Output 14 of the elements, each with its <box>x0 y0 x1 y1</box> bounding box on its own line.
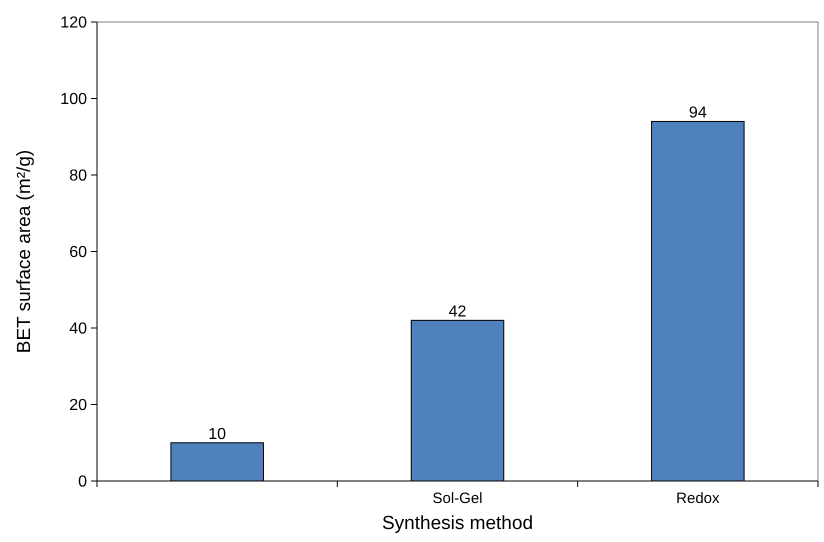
y-tick-label: 60 <box>69 244 88 262</box>
data-label: 42 <box>448 303 466 320</box>
y-axis-title: BET surface area (m²/g) <box>14 150 35 354</box>
y-tick-label: 0 <box>78 474 88 491</box>
data-label: 94 <box>688 104 707 122</box>
x-tick-label: Sol-Gel <box>432 490 483 507</box>
x-tick-label: Redox <box>676 490 720 507</box>
y-tick-label: 20 <box>69 397 88 414</box>
y-tick-label: 40 <box>69 320 88 338</box>
y-tick-label: 120 <box>60 14 88 32</box>
data-label: 10 <box>208 426 226 443</box>
x-axis-title: Synthesis method <box>382 513 534 534</box>
y-tick-label: 80 <box>69 168 88 185</box>
y-tick-label: 100 <box>60 91 88 108</box>
